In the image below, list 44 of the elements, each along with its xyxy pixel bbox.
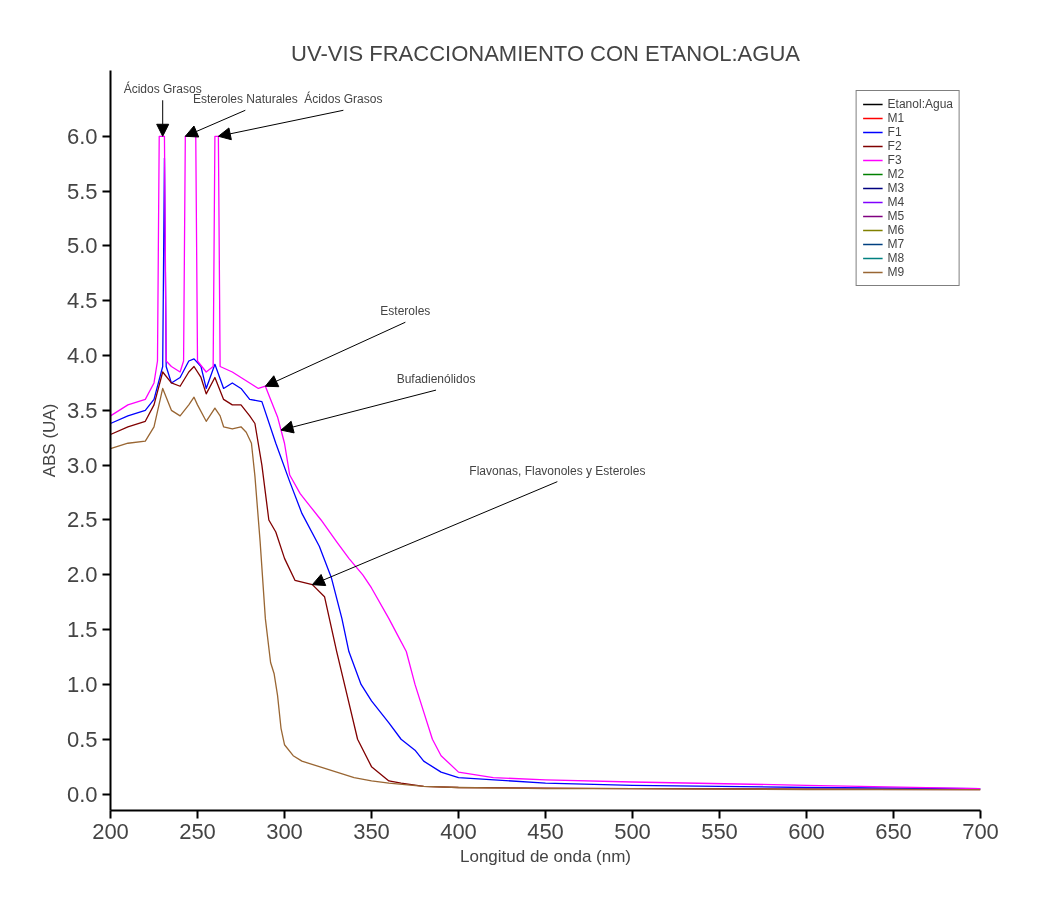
y-tick-label: 4.5 bbox=[66, 288, 98, 314]
y-tick-label: 4.0 bbox=[66, 343, 98, 369]
x-tick-label: 500 bbox=[614, 818, 651, 844]
y-tick-label: 0.5 bbox=[66, 726, 98, 752]
chart-title: UV-VIS FRACCIONAMIENTO CON ETANOL:AGUA bbox=[291, 40, 801, 66]
y-tick-label: 1.0 bbox=[66, 671, 98, 697]
x-tick-label: 250 bbox=[179, 818, 216, 844]
y-tick-label: 3.5 bbox=[66, 397, 98, 423]
legend-label: F2 bbox=[887, 139, 903, 153]
x-tick-label: 400 bbox=[440, 818, 477, 844]
annotation: Ácidos Grasos bbox=[304, 91, 383, 107]
x-tick-label: 200 bbox=[92, 818, 129, 844]
y-axis-title: ABS (UA) bbox=[39, 403, 59, 478]
legend-label: M7 bbox=[887, 237, 906, 251]
x-tick-label: 700 bbox=[962, 818, 999, 844]
annotation: Flavonas, Flavonoles y Esteroles bbox=[469, 463, 646, 478]
legend-label: F1 bbox=[887, 125, 903, 139]
y-tick-label: 5.0 bbox=[66, 233, 98, 259]
annotation: Esteroles bbox=[380, 304, 431, 319]
y-tick-label: 6.0 bbox=[66, 123, 98, 149]
x-tick-label: 550 bbox=[701, 818, 738, 844]
x-axis-title: Longitud de onda (nm) bbox=[459, 846, 632, 866]
legend-label: M4 bbox=[887, 195, 906, 209]
legend-label: M8 bbox=[887, 251, 906, 265]
legend-label: Etanol:Agua bbox=[887, 97, 953, 111]
legend-label: M9 bbox=[887, 265, 906, 279]
y-tick-label: 5.5 bbox=[66, 178, 98, 204]
legend-label: M5 bbox=[887, 209, 906, 223]
x-tick-label: 300 bbox=[266, 818, 303, 844]
legend-label: M6 bbox=[887, 223, 906, 237]
x-tick-label: 350 bbox=[353, 818, 390, 844]
y-tick-label: 0.0 bbox=[66, 781, 98, 807]
x-tick-label: 600 bbox=[788, 818, 825, 844]
legend-label: F3 bbox=[887, 153, 903, 167]
y-tick-label: 1.5 bbox=[66, 617, 98, 643]
legend-label: M3 bbox=[887, 181, 906, 195]
y-tick-label: 3.0 bbox=[66, 452, 98, 478]
x-tick-label: 450 bbox=[527, 818, 564, 844]
y-tick-label: 2.0 bbox=[66, 562, 98, 588]
y-tick-label: 2.5 bbox=[66, 507, 98, 533]
annotation: Bufadienólidos bbox=[396, 372, 476, 387]
legend-label: M2 bbox=[887, 167, 906, 181]
x-tick-label: 650 bbox=[875, 818, 912, 844]
legend-label: M1 bbox=[887, 111, 906, 125]
